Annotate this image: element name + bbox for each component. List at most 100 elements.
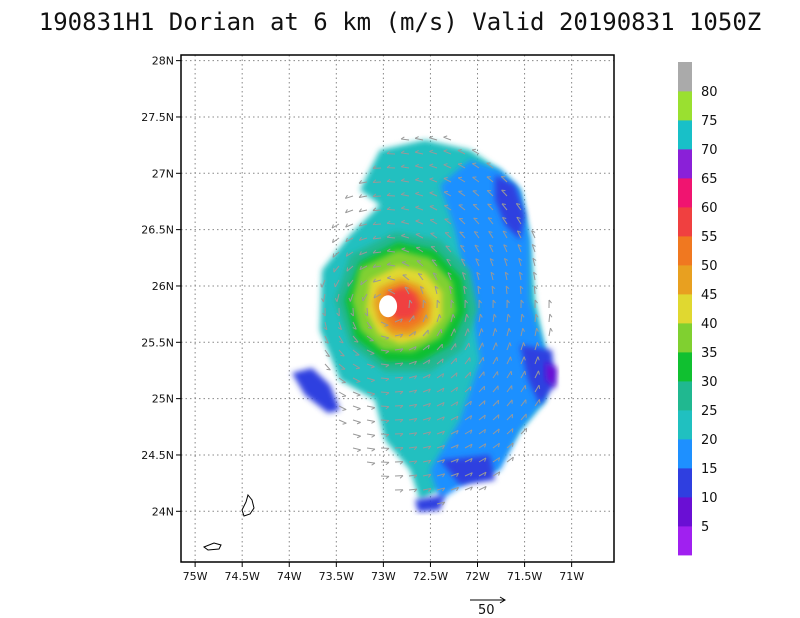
wind-vector <box>401 138 410 141</box>
wind-vector <box>338 321 342 330</box>
wind-vector-head <box>400 333 404 338</box>
wind-vector-head <box>418 273 423 275</box>
wind-vector <box>436 444 445 449</box>
wind-vector <box>517 244 522 253</box>
wind-vector <box>333 265 340 273</box>
colorbar-label: 55 <box>701 230 718 245</box>
wind-vector-head <box>385 350 390 354</box>
wind-vector <box>380 363 390 366</box>
wind-vector-head <box>430 218 435 221</box>
wind-vector <box>473 231 480 239</box>
wind-vector <box>417 273 424 281</box>
wind-vector-head <box>450 299 455 304</box>
wind-vector-head <box>452 314 456 318</box>
wind-vector <box>346 265 354 272</box>
wind-vector <box>436 373 444 379</box>
wind-vector <box>532 258 536 267</box>
wind-vector <box>386 195 396 197</box>
wind-vector <box>458 218 466 225</box>
wind-vector-head <box>501 203 506 206</box>
wind-vector <box>492 457 500 463</box>
wind-vector-head <box>549 313 553 318</box>
wind-vector-head <box>399 433 404 437</box>
wind-vector <box>478 400 486 407</box>
wind-vector <box>436 459 445 463</box>
wind-vector-head <box>510 371 513 376</box>
wind-vector-head <box>498 457 501 462</box>
wind-vector-head <box>536 342 540 347</box>
wind-vector-head <box>536 327 539 332</box>
colorbar-label: 40 <box>701 317 718 332</box>
wind-vector-head <box>442 402 445 407</box>
wind-vector <box>387 277 396 281</box>
wind-vector-head <box>399 362 404 367</box>
wind-vector-head <box>484 429 487 434</box>
wind-vector-head <box>401 247 406 250</box>
wind-vector-head <box>400 164 405 168</box>
wind-vector-head <box>371 421 376 424</box>
wind-vector <box>373 293 382 299</box>
wind-vector-head <box>481 328 484 333</box>
wind-vector-head <box>442 459 446 464</box>
wind-vector <box>372 223 382 226</box>
wind-vector-head <box>428 445 432 450</box>
y-tick-label: 26.5N <box>141 224 174 237</box>
wind-vector <box>464 458 473 463</box>
chart-title: 190831H1 Dorian at 6 km (m/s) Valid 2019… <box>38 8 762 36</box>
wind-vector <box>415 193 424 197</box>
wind-vector <box>401 248 410 253</box>
wind-vector <box>322 293 326 302</box>
colorbar-segment <box>678 149 692 179</box>
wind-vector <box>352 377 361 382</box>
wind-vector-head <box>506 299 510 304</box>
wind-vector-head <box>457 162 462 165</box>
wind-vector-head <box>400 318 403 323</box>
wind-vector-head <box>324 341 329 344</box>
wind-vectors <box>320 135 553 506</box>
wind-vector-head <box>385 420 390 424</box>
wind-vector <box>506 328 510 337</box>
wind-speed-band <box>415 495 445 512</box>
wind-vector <box>422 417 431 421</box>
wind-vector <box>366 307 369 317</box>
colorbar-segment <box>678 352 692 382</box>
wind-vector <box>506 413 513 421</box>
wind-vector-head <box>385 406 390 410</box>
wind-vector-head <box>456 472 459 477</box>
wind-vector <box>373 265 382 268</box>
wind-vector-head <box>504 257 509 261</box>
wind-vector-head <box>429 149 434 153</box>
wind-vector <box>366 335 374 342</box>
wind-vector <box>450 415 459 421</box>
y-tick-label: 26N <box>152 280 174 293</box>
coastlines <box>202 493 255 551</box>
wind-vector <box>464 342 470 351</box>
wind-vector-head <box>442 387 445 392</box>
wind-vector-head <box>497 414 500 419</box>
wind-vector <box>506 314 509 323</box>
wind-vector <box>459 231 466 239</box>
wind-vector <box>366 377 375 381</box>
wind-vector-head <box>442 430 445 435</box>
wind-vector <box>430 246 438 253</box>
wind-vector <box>436 314 440 323</box>
wind-vector <box>478 443 487 449</box>
wind-vector-head <box>478 299 482 304</box>
wind-vector <box>520 356 525 365</box>
wind-vector <box>534 313 537 323</box>
wind-vector-head <box>331 224 334 229</box>
wind-vector-head <box>492 299 496 304</box>
wind-vector-head <box>371 462 376 466</box>
wind-vector-head <box>488 230 493 233</box>
wind-vector-head <box>370 379 375 383</box>
colorbar-label: 25 <box>701 404 718 419</box>
wind-vector <box>486 190 494 197</box>
wind-vector <box>429 219 438 225</box>
wind-vector <box>459 245 466 253</box>
wind-vector <box>534 370 539 379</box>
wind-vector-head <box>493 313 497 318</box>
wind-vector-head <box>512 457 514 462</box>
wind-vector <box>464 472 473 477</box>
wind-vector <box>531 230 536 239</box>
wind-vector <box>464 443 473 449</box>
